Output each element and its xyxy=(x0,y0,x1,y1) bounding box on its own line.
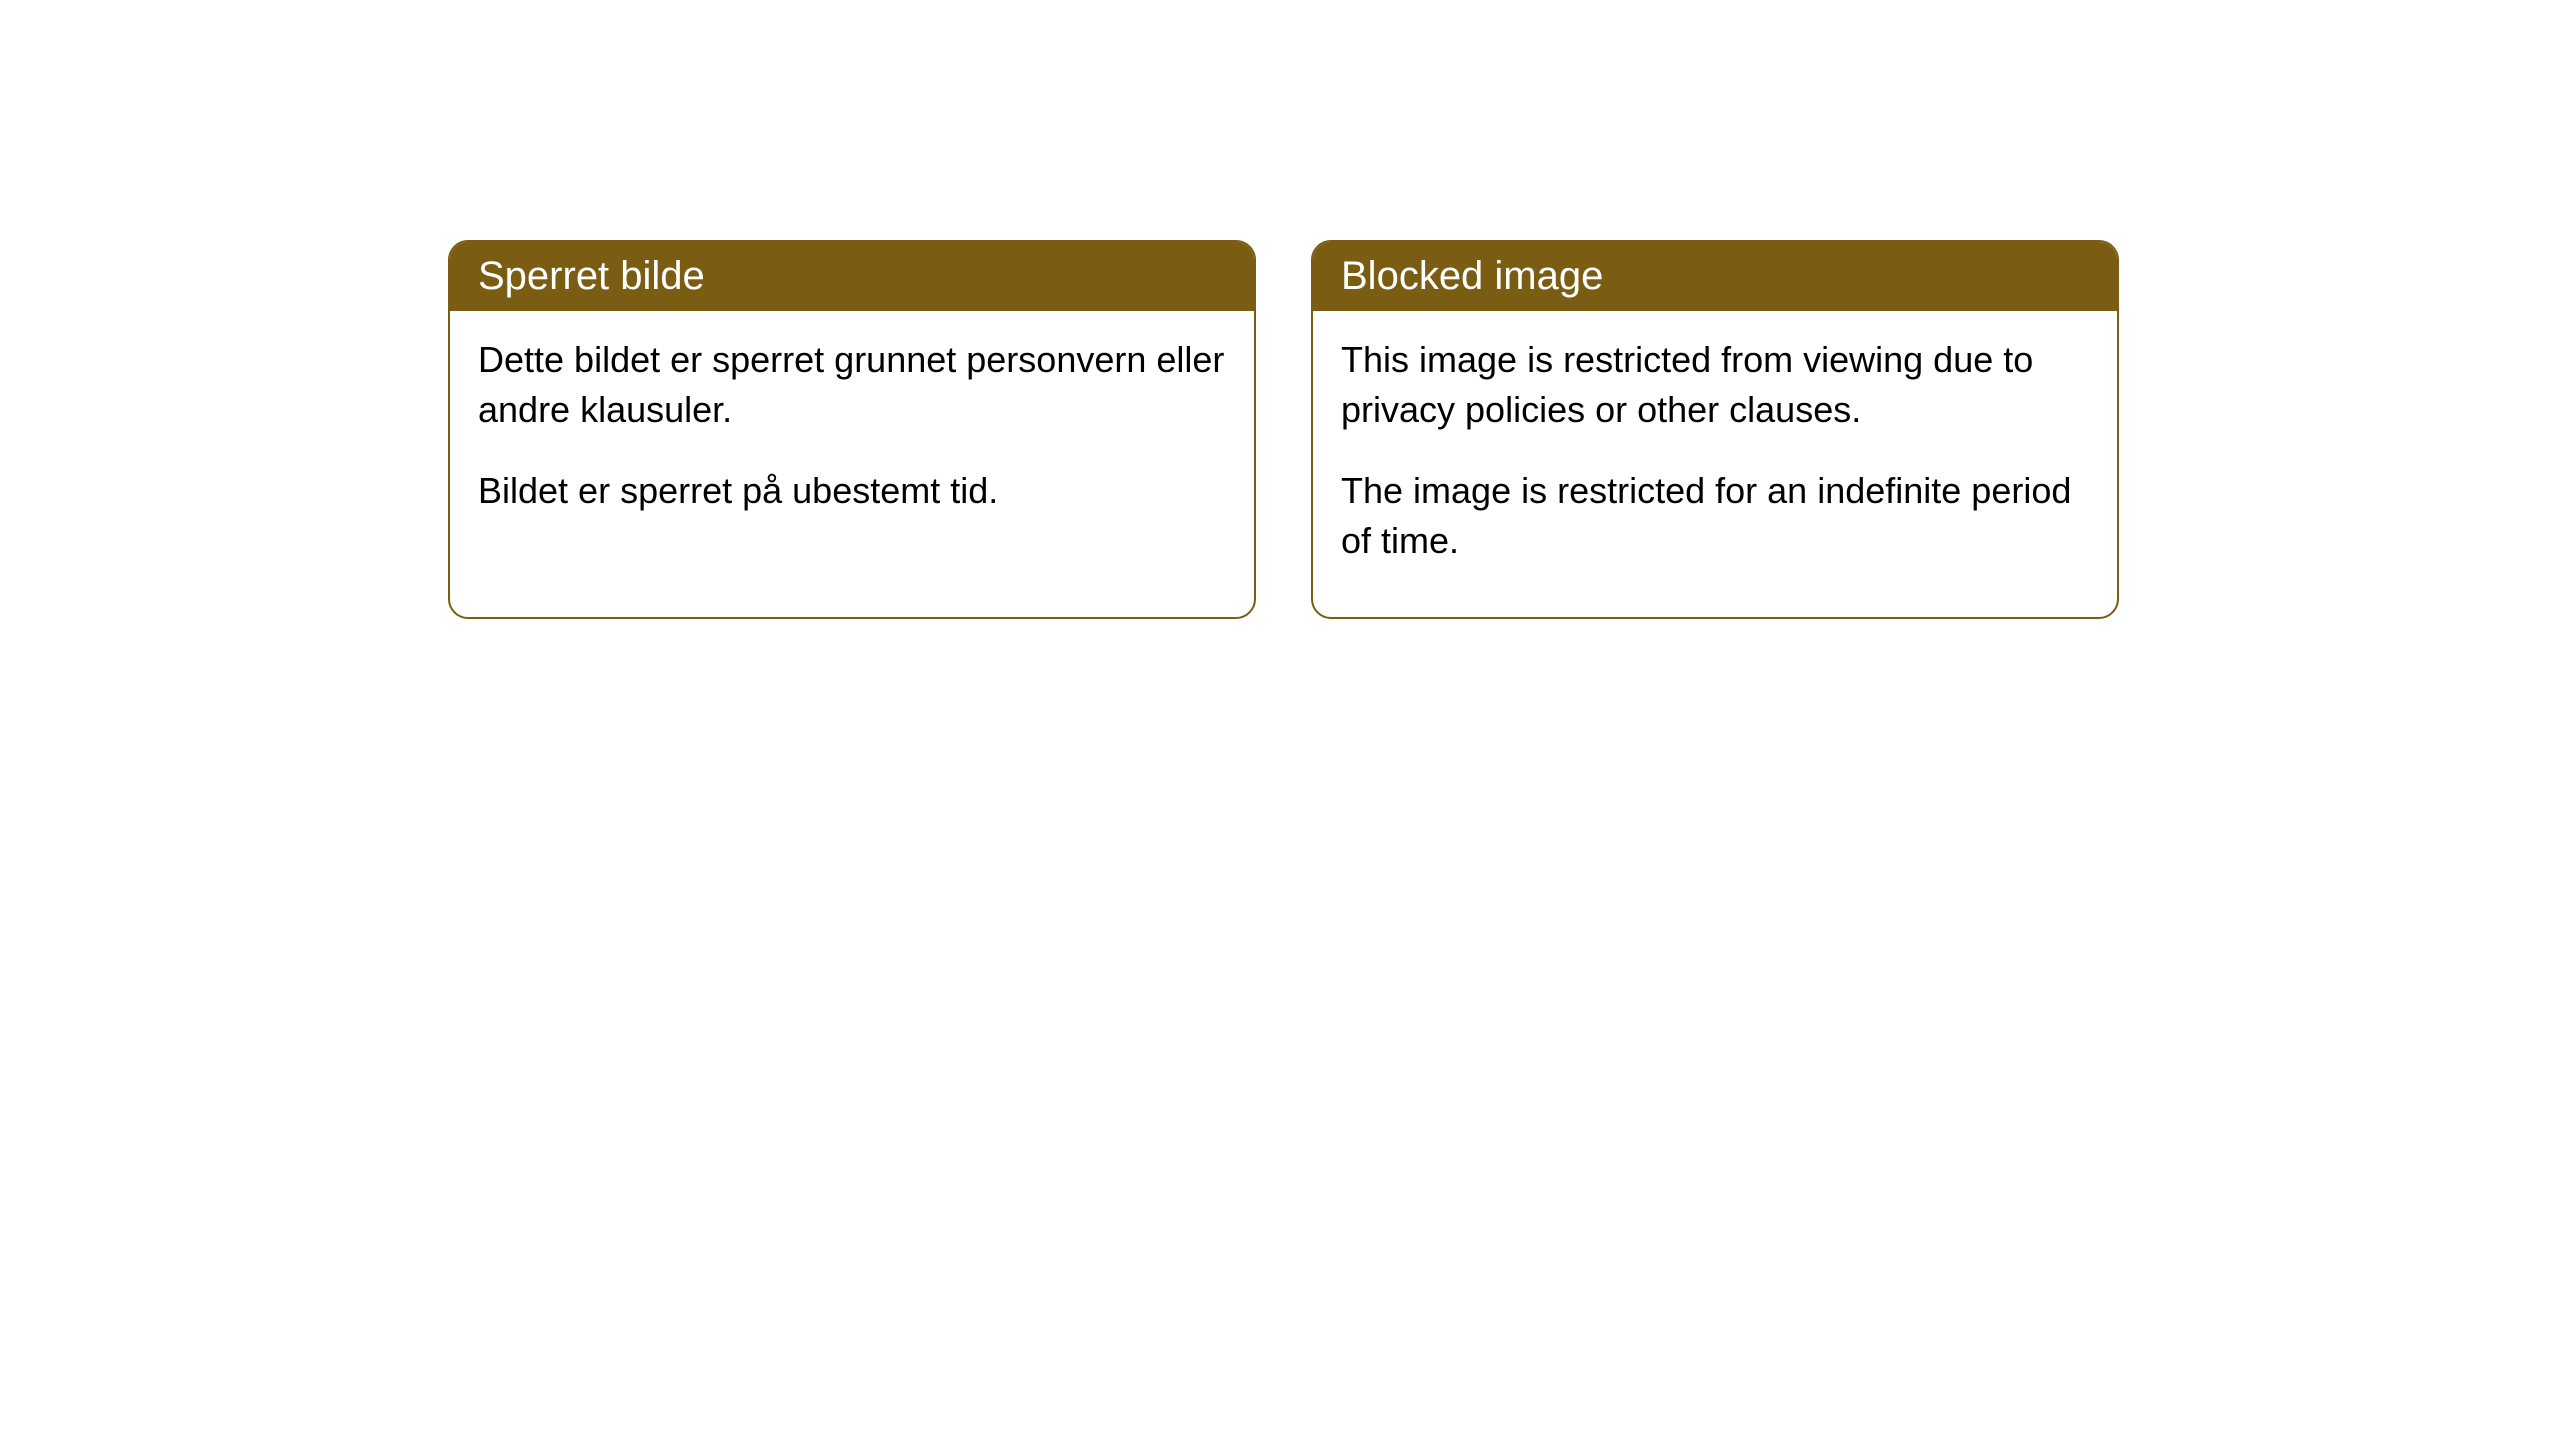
card-paragraph: Dette bildet er sperret grunnet personve… xyxy=(478,335,1226,436)
blocked-image-card-english: Blocked image This image is restricted f… xyxy=(1311,240,2119,619)
card-title: Sperret bilde xyxy=(478,254,705,298)
card-paragraph: This image is restricted from viewing du… xyxy=(1341,335,2089,436)
card-header: Sperret bilde xyxy=(450,242,1254,311)
card-title: Blocked image xyxy=(1341,254,1603,298)
card-paragraph: The image is restricted for an indefinit… xyxy=(1341,466,2089,567)
blocked-image-card-norwegian: Sperret bilde Dette bildet er sperret gr… xyxy=(448,240,1256,619)
card-paragraph: Bildet er sperret på ubestemt tid. xyxy=(478,466,1226,516)
card-body: Dette bildet er sperret grunnet personve… xyxy=(450,311,1254,566)
card-header: Blocked image xyxy=(1313,242,2117,311)
cards-container: Sperret bilde Dette bildet er sperret gr… xyxy=(448,240,2119,619)
card-body: This image is restricted from viewing du… xyxy=(1313,311,2117,617)
